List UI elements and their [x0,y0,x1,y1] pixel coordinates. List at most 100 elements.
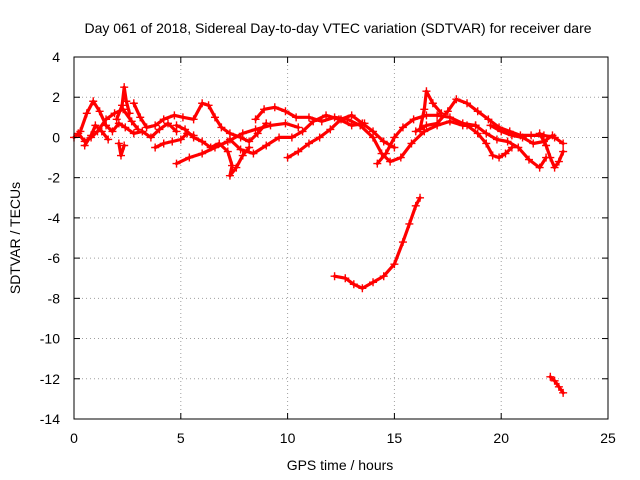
data-point [129,99,138,108]
data-point [518,133,527,142]
data-point [281,119,290,128]
data-point [159,139,168,148]
data-point [172,121,181,130]
data-point [488,151,497,160]
data-point [178,113,187,122]
y-tick-label: -4 [48,210,61,226]
data-point [82,109,91,118]
data-point [501,149,510,158]
data-point [172,159,181,168]
data-point [398,238,407,247]
data-point [151,121,160,130]
data-point [559,139,568,148]
data-point [463,121,472,130]
data-point [110,109,119,118]
data-point [204,101,213,110]
data-point [104,135,113,144]
y-tick-label: -10 [40,331,60,347]
data-point [411,201,420,210]
data-point [524,155,533,164]
data-point [422,111,431,120]
data-point [422,121,431,130]
data-point [262,141,271,150]
data-point [151,143,160,152]
data-point [260,105,269,114]
data-point [381,149,390,158]
data-point [550,163,559,172]
data-point [437,109,446,118]
data-point [108,127,117,136]
data-point [309,117,318,126]
data-point [80,141,89,150]
data-point [542,141,551,150]
data-point [142,123,151,132]
data-point [183,129,192,138]
data-point [287,133,296,142]
data-point [341,274,350,283]
data-point [315,133,324,142]
data-point [198,149,207,158]
data-point [358,284,367,293]
data-point [294,147,303,156]
data-point [535,129,544,138]
data-point [463,99,472,108]
data-point [473,129,482,138]
data-point [407,139,416,148]
data-point [503,137,512,146]
data-point [116,151,125,160]
series-line-arc10 [254,105,478,164]
series-line-arc9 [174,121,300,166]
data-point [445,113,454,122]
grid [74,57,608,419]
y-tick-label: 2 [52,89,60,105]
data-point [559,147,568,156]
data-point [535,163,544,172]
data-point [89,97,98,106]
data-point [390,143,399,152]
data-point [495,123,504,132]
data-point [217,123,226,132]
data-point [539,137,548,146]
data-point [97,127,106,136]
data-point [546,153,555,162]
data-point [330,272,339,281]
data-point [189,133,198,142]
data-point [546,372,555,381]
data-point [236,145,245,154]
data-point [527,131,536,140]
data-point [349,280,358,289]
data-point [428,99,437,108]
data-point [236,133,245,142]
data-point [452,95,461,104]
data-point [112,115,121,124]
data-point [159,115,168,124]
data-point [210,143,219,152]
data-point [369,127,378,136]
y-tick-label: -8 [48,290,61,306]
data-point [114,139,123,148]
data-point [317,117,326,126]
data-point [433,119,442,128]
data-point [411,127,420,136]
data-point [238,151,247,160]
data-point [225,135,234,144]
data-point [398,123,407,132]
data-point [155,125,164,134]
data-point [369,278,378,287]
data-point [262,119,271,128]
data-point [125,109,134,118]
data-point [266,121,275,130]
data-point [379,137,388,146]
x-tick-label: 15 [387,430,403,446]
data-point [251,125,260,134]
data-point [176,135,185,144]
data-point [122,97,131,106]
data-point [121,123,130,132]
data-point [390,260,399,269]
data-point [507,143,516,152]
data-point [102,115,111,124]
data-point [95,107,104,116]
data-point [433,111,442,120]
y-tick-label: -2 [48,170,61,186]
data-point [245,143,254,152]
